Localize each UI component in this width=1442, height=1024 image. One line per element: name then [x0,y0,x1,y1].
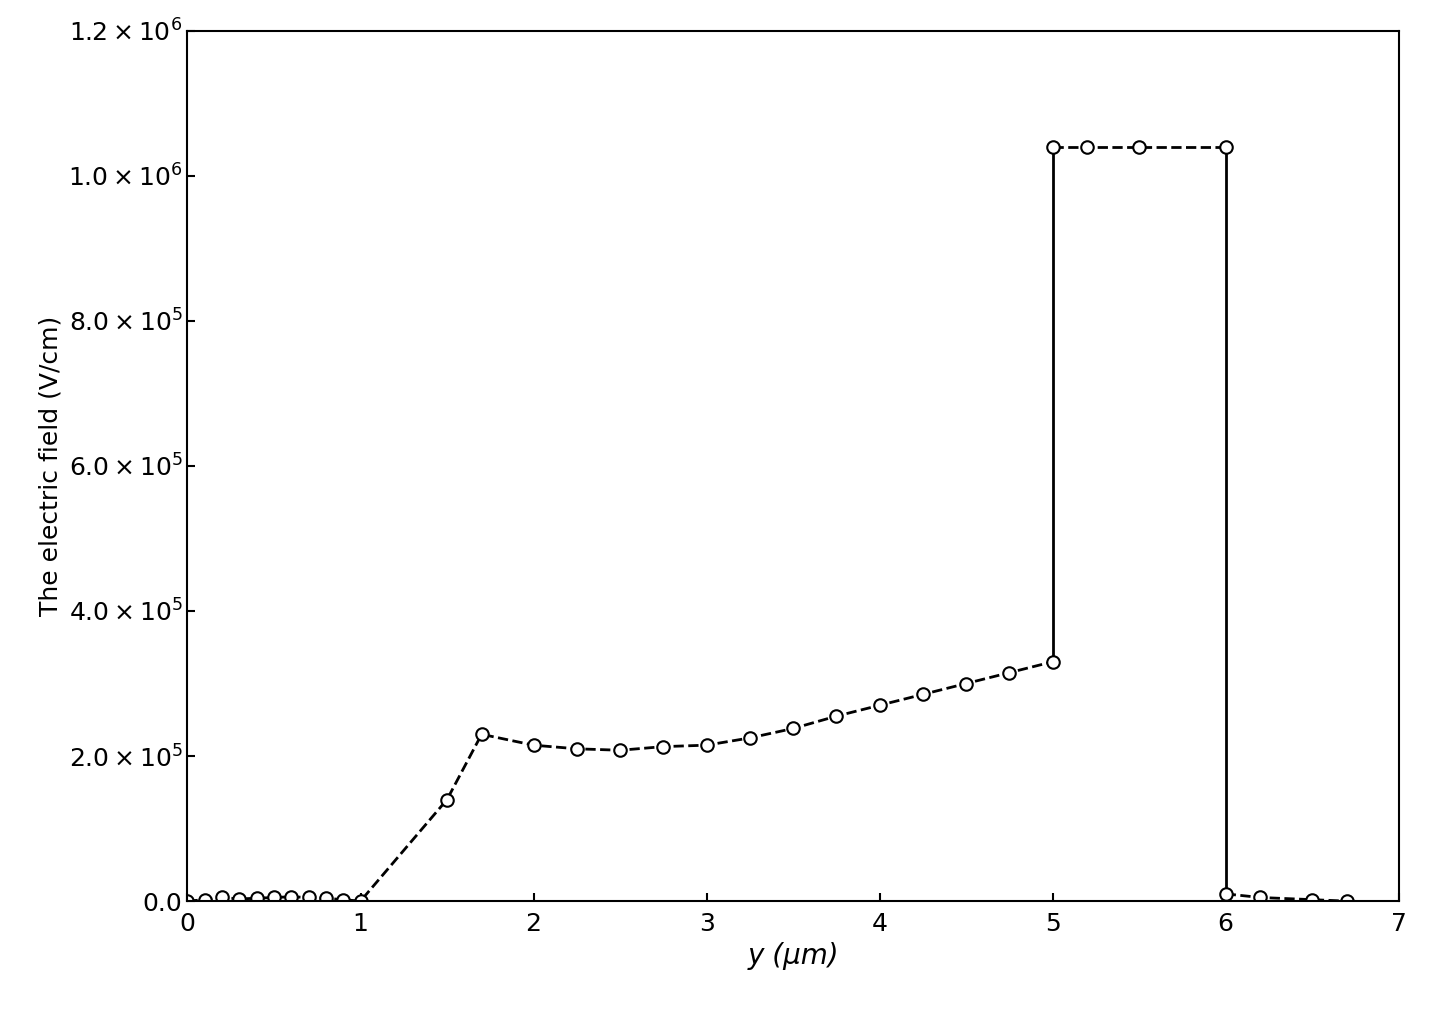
Y-axis label: The electric field (V/cm): The electric field (V/cm) [39,315,62,616]
X-axis label: y (μm): y (μm) [747,942,839,970]
